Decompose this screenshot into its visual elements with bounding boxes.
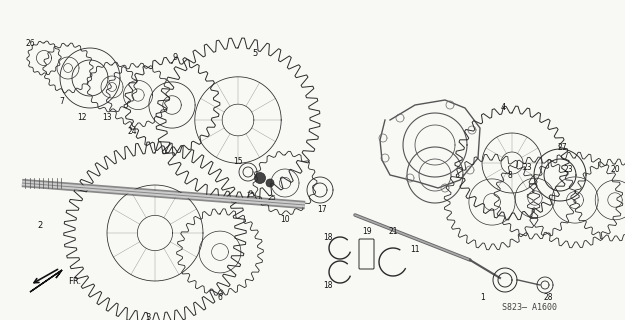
Text: 23: 23 [522,164,532,172]
Text: 20: 20 [610,165,620,174]
Text: 15: 15 [233,157,242,166]
Text: 26: 26 [25,39,35,49]
Text: 6: 6 [217,292,222,301]
Polygon shape [30,270,62,292]
Text: 25: 25 [247,192,256,198]
Text: 3: 3 [145,314,151,320]
Text: 8: 8 [508,171,512,180]
Text: FR.: FR. [69,277,81,286]
Text: 25: 25 [268,195,276,201]
Text: 1: 1 [481,292,486,301]
Circle shape [254,172,266,183]
Text: 4: 4 [501,102,506,111]
Circle shape [266,179,274,187]
Text: 23: 23 [563,165,573,174]
Text: 19: 19 [362,228,372,236]
Text: 13: 13 [102,113,112,122]
Text: S823– A1600: S823– A1600 [503,303,558,313]
Text: 12: 12 [78,113,87,122]
Text: 18: 18 [323,282,332,291]
Text: 27: 27 [558,143,567,153]
Text: 5: 5 [253,49,258,58]
Text: 2: 2 [38,220,43,229]
Text: 9: 9 [173,53,178,62]
Text: 17: 17 [318,205,327,214]
Text: 18: 18 [323,234,332,243]
Text: 7: 7 [59,98,64,107]
Text: 24: 24 [127,127,137,137]
Text: 28: 28 [543,293,552,302]
Text: 21: 21 [388,228,398,236]
Text: 10: 10 [280,215,290,225]
Text: 11: 11 [410,245,420,254]
